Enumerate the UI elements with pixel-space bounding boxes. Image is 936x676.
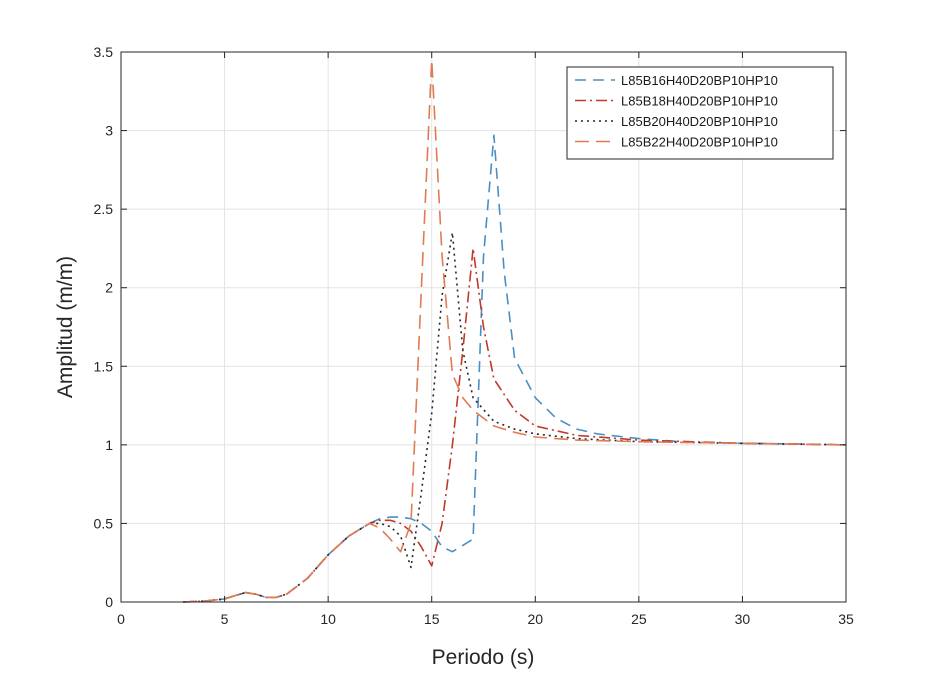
axes-box [120, 51, 847, 603]
x-axis-title: Periodo (s) [432, 646, 535, 669]
axes-layer: 0 5 10 15 20 25 30 35 0 0.5 1 1.5 2 2.5 3 3.5 [94, 44, 854, 627]
y-axis-title: Amplitud (m/m) [54, 256, 77, 398]
x-tick-label: 25 [631, 611, 647, 627]
y-tick-label: 1.5 [94, 358, 114, 374]
y-tick-label: 2.5 [94, 201, 114, 217]
x-tick-label: 35 [838, 611, 854, 627]
series-line-1 [183, 134, 847, 603]
x-tick-label: 15 [424, 611, 440, 627]
series-layer [183, 59, 847, 603]
legend-box [566, 66, 834, 160]
x-tick-label: 10 [320, 611, 336, 627]
y-tick-label: 3 [105, 123, 113, 139]
legend-label-1: L85B16H40D20BP10HP10 [621, 73, 778, 88]
y-tick-label: 0 [105, 594, 113, 610]
x-tick-label: 30 [735, 611, 751, 627]
y-tick-label: 0.5 [94, 515, 114, 531]
y-tick-label: 1 [105, 437, 113, 453]
y-tick-label: 3.5 [94, 44, 114, 60]
x-tick-label: 0 [117, 611, 125, 627]
x-tick-label: 5 [221, 611, 229, 627]
x-tick-label: 20 [527, 611, 543, 627]
y-tick-label: 2 [105, 280, 113, 296]
legend-label-3: L85B20H40D20BP10HP10 [621, 114, 778, 129]
legend-label-2: L85B18H40D20BP10HP10 [621, 94, 778, 109]
series-line-4 [183, 59, 847, 603]
legend: L85B16H40D20BP10HP10 L85B18H40D20BP10HP10… [566, 66, 834, 160]
legend-label-4: L85B22H40D20BP10HP10 [621, 135, 778, 150]
